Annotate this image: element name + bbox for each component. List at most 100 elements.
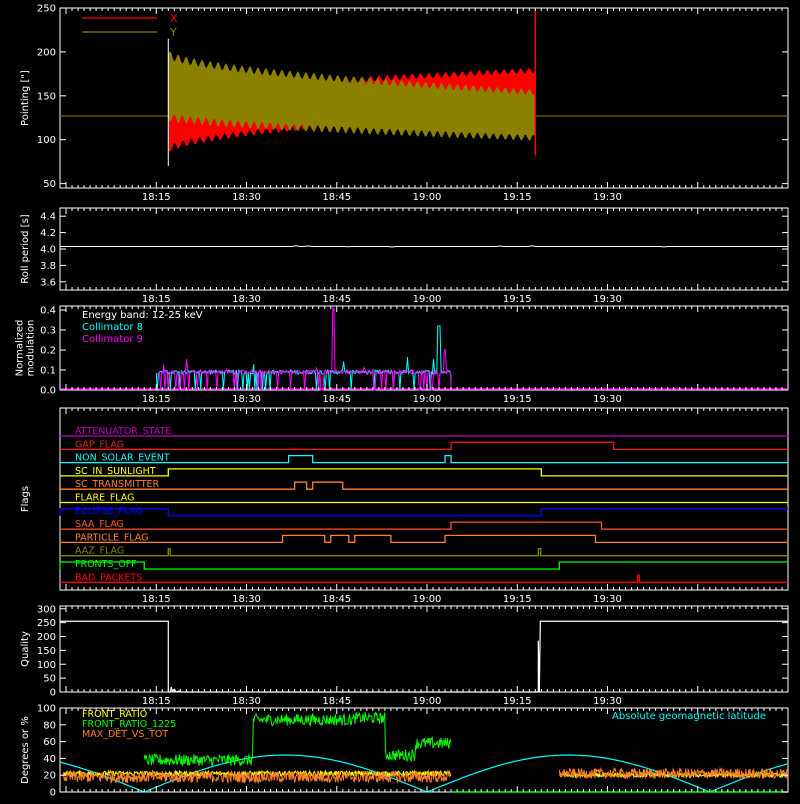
- roll-xtick-label: 18:30: [232, 294, 261, 305]
- pointing-xtick-label: 19:15: [503, 192, 532, 203]
- quality-ytick-label: 200: [37, 632, 56, 643]
- ratios-geomagnetic-label: Absolute geomagnetic latitude: [612, 711, 766, 722]
- pointing-ytick-label: 200: [37, 47, 56, 58]
- ratios-series-front-ratio-1225: [143, 711, 452, 768]
- roll-ytick-label: 4.4: [40, 212, 56, 223]
- flag-line-sc-transmitter: [60, 481, 788, 490]
- roll-frame: [59, 207, 789, 291]
- flag-label-sc-transmitter: SC_TRANSMITTER: [75, 479, 160, 490]
- flags-xtick-label: 19:00: [413, 594, 442, 605]
- flags-xtick-label: 19:30: [593, 594, 622, 605]
- modulation-legend-9: Collimator 9: [82, 334, 143, 345]
- roll-xtick-label: 19:15: [503, 294, 532, 305]
- modulation-ytick-label: 0.4: [40, 306, 56, 317]
- ratios-series-max-det-vs-tot: [62, 769, 452, 785]
- flags-frame: [59, 407, 789, 591]
- flags-ylabel: Flags: [20, 486, 31, 512]
- roll-ytick-label: 4.2: [40, 228, 56, 239]
- ratios-ytick-label: 0: [50, 788, 56, 799]
- flag-line-bad-packets: [60, 574, 788, 583]
- quality-panel: 0 50 100 150 200 250 300 18:15 18:30 18:45 19:00 19…: [20, 604, 789, 707]
- modulation-panel: 0.0 0.1 0.2 0.3 0.4 18:15 18:30 18:45 19:00 19:15…: [15, 305, 789, 405]
- pointing-ytick-label: 150: [37, 91, 56, 102]
- modulation-xtick-label: 19:30: [593, 394, 622, 405]
- roll-xtick-label: 19:30: [593, 294, 622, 305]
- pointing-ylabel: Pointing ["]: [20, 70, 31, 126]
- roll-ytick-label: 4.0: [40, 245, 56, 256]
- quality-xtick-label: 18:30: [232, 696, 261, 707]
- roll-xtick-label: 18:45: [322, 294, 351, 305]
- flag-label-fronts-off: FRONTS_OFF: [75, 559, 137, 570]
- modulation-ytick-label: 0.1: [40, 366, 56, 377]
- modulation-ytick-label: 0.3: [40, 326, 56, 337]
- quality-ytick-label: 50: [43, 674, 56, 685]
- pointing-panel: 50 100 150 200 250 18:15 18:30 18:45 19:00 19:15 1…: [20, 4, 789, 203]
- ratios-ytick-label: 40: [43, 754, 56, 765]
- modulation-xtick-label: 18:45: [322, 394, 351, 405]
- ratios-ytick-label: 100: [37, 704, 56, 715]
- ratios-ytick-label: 20: [43, 771, 56, 782]
- modulation-xtick-label: 19:00: [413, 394, 442, 405]
- pointing-xtick-label: 18:15: [142, 192, 171, 203]
- quality-ytick-label: 0: [50, 688, 56, 699]
- roll-ytick-label: 3.6: [40, 277, 56, 288]
- flag-label-attenuator-state: ATTENUATOR_STATE: [75, 426, 171, 437]
- modulation-ytick-label: 0.2: [40, 346, 56, 357]
- roll-xtick-label: 18:15: [142, 294, 171, 305]
- flag-line-particle-flag: [60, 534, 788, 544]
- flag-label-eclipse-flag: ECLIPSE_FLAG: [75, 506, 143, 517]
- modulation-xtick-label: 18:15: [142, 394, 171, 405]
- flag-line-non-solar-event: [60, 454, 788, 464]
- quality-series: [60, 620, 788, 693]
- flag-label-sc-in-sunlight: SC_IN_SUNLIGHT: [75, 466, 156, 477]
- ratios-frame: [59, 707, 789, 793]
- modulation-series-9: [156, 307, 452, 391]
- quality-xtick-label: 19:30: [593, 696, 622, 707]
- pointing-ytick-label: 100: [37, 135, 56, 146]
- flag-label-saa-flag: SAA_FLAG: [75, 519, 124, 530]
- pointing-xtick-label: 19:30: [593, 192, 622, 203]
- flags-xtick-label: 19:15: [503, 594, 532, 605]
- roll-ylabel: Roll period [s]: [20, 214, 31, 283]
- quality-xtick-label: 18:45: [322, 696, 351, 707]
- flag-label-non-solar-event: NON_SOLAR_EVENT: [75, 453, 170, 464]
- flag-line-fronts-off: [59, 561, 788, 570]
- modulation-ylabel: modulation: [26, 320, 37, 377]
- pointing-series-y: [168, 51, 536, 141]
- modulation-xtick-label: 18:30: [232, 394, 261, 405]
- quality-ytick-label: 150: [37, 646, 56, 657]
- flags-xtick-label: 18:15: [142, 594, 171, 605]
- flag-line-saa-flag: [60, 521, 788, 530]
- quality-ytick-label: 100: [37, 660, 56, 671]
- roll-panel: 3.6 3.8 4.0 4.2 4.4 18:15 18:30 18:45 19:00 19:15…: [20, 207, 789, 305]
- roll-ytick-label: 3.8: [40, 261, 56, 272]
- quality-ytick-label: 250: [37, 618, 56, 629]
- ratios-panel: 0 20 40 60 80 100 Degrees or % FRONT_RATIOFRONT…: [20, 704, 789, 799]
- pointing-xtick-label: 18:30: [232, 192, 261, 203]
- ratios-legend-front-ratio-1225: FRONT_RATIO_1225: [82, 719, 176, 730]
- pointing-xtick-label: 18:45: [322, 192, 351, 203]
- flag-label-particle-flag: PARTICLE_FLAG: [75, 532, 148, 543]
- flag-line-eclipse-flag: [59, 508, 788, 517]
- flag-line-gap-flag: [60, 441, 788, 450]
- flags-panel: ATTENUATOR_STATE GAP_FLAG NON_SOLAR_EVENT S…: [20, 407, 789, 605]
- quality-frame: [59, 605, 789, 693]
- pointing-xtick-label: 19:00: [413, 192, 442, 203]
- modulation-ytick-label: 0.0: [40, 386, 56, 397]
- modulation-energy-band-label: Energy band: 12-25 keV: [82, 310, 203, 321]
- ratios-legend-front-ratio: FRONT_RATIO: [82, 709, 147, 720]
- quality-xtick-label: 19:15: [503, 696, 532, 707]
- flag-label-aaz-flag: AAZ_FLAG: [75, 546, 124, 557]
- flag-label-flare-flag: FLARE_FLAG: [75, 493, 135, 504]
- quality-xtick-label: 18:15: [142, 696, 171, 707]
- modulation-legend-8: Collimator 8: [82, 322, 143, 333]
- ratios-legend-max-det-vs-tot: MAX_DET_VS_TOT: [82, 729, 168, 740]
- ratios-ytick-label: 60: [43, 737, 56, 748]
- ratios-ytick-label: 80: [43, 720, 56, 731]
- modulation-xtick-label: 19:15: [503, 394, 532, 405]
- quality-ytick-label: 300: [37, 604, 56, 615]
- roll-xtick-label: 19:00: [413, 294, 442, 305]
- flag-line-aaz-flag: [60, 548, 788, 557]
